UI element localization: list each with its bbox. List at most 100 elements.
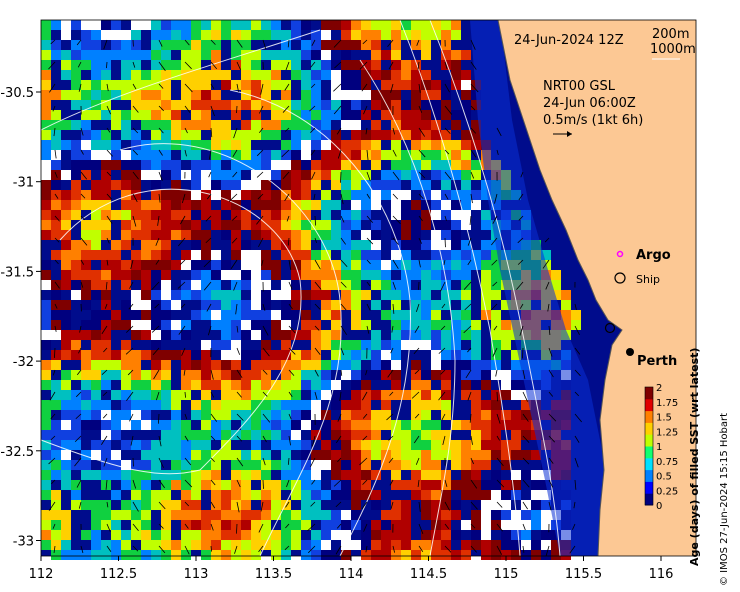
current-vector [231, 237, 238, 244]
sst-age-cell [291, 410, 301, 420]
sst-age-cell [41, 140, 51, 150]
sst-age-cell [551, 290, 561, 300]
current-vector [132, 193, 138, 203]
sst-age-cell [431, 250, 441, 260]
sst-age-cell [81, 230, 91, 240]
sst-age-cell [111, 360, 121, 370]
sst-age-cell [211, 290, 221, 300]
sst-age-cell [101, 320, 111, 330]
sst-age-cell [381, 360, 391, 370]
current-vector [366, 149, 369, 161]
sst-age-cell [81, 20, 91, 30]
sst-age-cell [221, 380, 231, 390]
sst-age-cell [211, 500, 221, 510]
sst-age-cell [421, 280, 431, 290]
current-vector [389, 479, 394, 486]
sst-age-cell [231, 540, 241, 550]
current-vector [236, 391, 242, 398]
sst-age-cell [341, 220, 351, 230]
sst-age-cell [291, 400, 301, 410]
sst-age-cell [251, 60, 261, 70]
sst-age-cell [371, 20, 381, 30]
current-vector [470, 105, 476, 111]
sst-age-cell [391, 200, 401, 210]
current-vector [203, 259, 212, 268]
sst-age-cell [101, 220, 111, 230]
sst-age-cell [371, 470, 381, 480]
sst-age-cell [321, 250, 331, 260]
current-vector [106, 237, 110, 244]
current-vector [414, 325, 420, 333]
current-vector [262, 457, 266, 466]
current-vector [54, 171, 58, 178]
current-vector [363, 523, 368, 532]
sst-age-cell [171, 420, 181, 430]
sst-age-cell [181, 100, 191, 110]
sst-age-cell [301, 480, 311, 490]
colorbar-segment [645, 410, 653, 423]
current-vector [52, 105, 56, 112]
sst-age-cell [301, 460, 311, 470]
sst-age-cell [211, 150, 221, 160]
sst-age-cell [51, 290, 61, 300]
sst-age-cell [401, 430, 411, 440]
sst-age-cell [121, 440, 131, 450]
sst-age-cell [171, 190, 181, 200]
sst-age-cell [101, 230, 111, 240]
sst-age-cell [411, 150, 421, 160]
sst-age-cell [191, 60, 201, 70]
sst-age-cell [421, 220, 431, 230]
current-vector [522, 435, 530, 443]
sst-age-cell [191, 350, 201, 360]
sst-age-cell [221, 190, 231, 200]
sst-age-cell [251, 440, 261, 450]
sst-age-cell [101, 340, 111, 350]
sst-age-cell [441, 290, 451, 300]
current-vector [158, 457, 164, 468]
sst-age-cell [361, 370, 371, 380]
sst-age-cell [421, 30, 431, 40]
sst-age-cell [291, 100, 301, 110]
sst-age-cell [351, 110, 361, 120]
current-vector [106, 171, 112, 177]
sst-age-cell [161, 130, 171, 140]
sst-age-cell [251, 370, 261, 380]
sst-age-cell [351, 360, 361, 370]
current-vector [79, 325, 82, 333]
sst-age-cell [511, 380, 521, 390]
sst-age-cell [241, 540, 251, 550]
sst-age-cell [291, 260, 301, 270]
sst-age-cell [431, 310, 441, 320]
current-vector [286, 479, 290, 488]
sst-age-cell [301, 350, 311, 360]
sst-age-cell [191, 90, 201, 100]
current-vector [496, 457, 504, 467]
current-vector [48, 501, 56, 511]
sst-age-cell [231, 530, 241, 540]
sst-age-cell [71, 270, 81, 280]
sst-age-cell [281, 230, 291, 240]
sst-age-cell [461, 440, 471, 450]
sst-age-cell [481, 360, 491, 370]
sst-age-cell [261, 330, 271, 340]
sst-age-cell [401, 100, 411, 110]
current-vector [548, 325, 551, 336]
sst-age-cell [151, 50, 161, 60]
sst-age-cell [291, 270, 301, 280]
sst-age-cell [421, 430, 431, 440]
sst-age-cell [91, 110, 101, 120]
colorbar-tick-label: 0.75 [656, 457, 678, 468]
sst-age-cell [271, 80, 281, 90]
sst-age-cell [401, 320, 411, 330]
current-vector [333, 83, 342, 92]
current-vector [444, 171, 452, 180]
sst-age-cell [91, 140, 101, 150]
sst-age-cell [261, 180, 271, 190]
sst-age-cell [321, 60, 331, 70]
sst-age-cell [451, 190, 461, 200]
sst-age-cell [471, 360, 481, 370]
sst-age-cell [451, 250, 461, 260]
current-vector [418, 237, 422, 244]
current-vector [287, 457, 290, 465]
sst-age-cell [491, 400, 501, 410]
